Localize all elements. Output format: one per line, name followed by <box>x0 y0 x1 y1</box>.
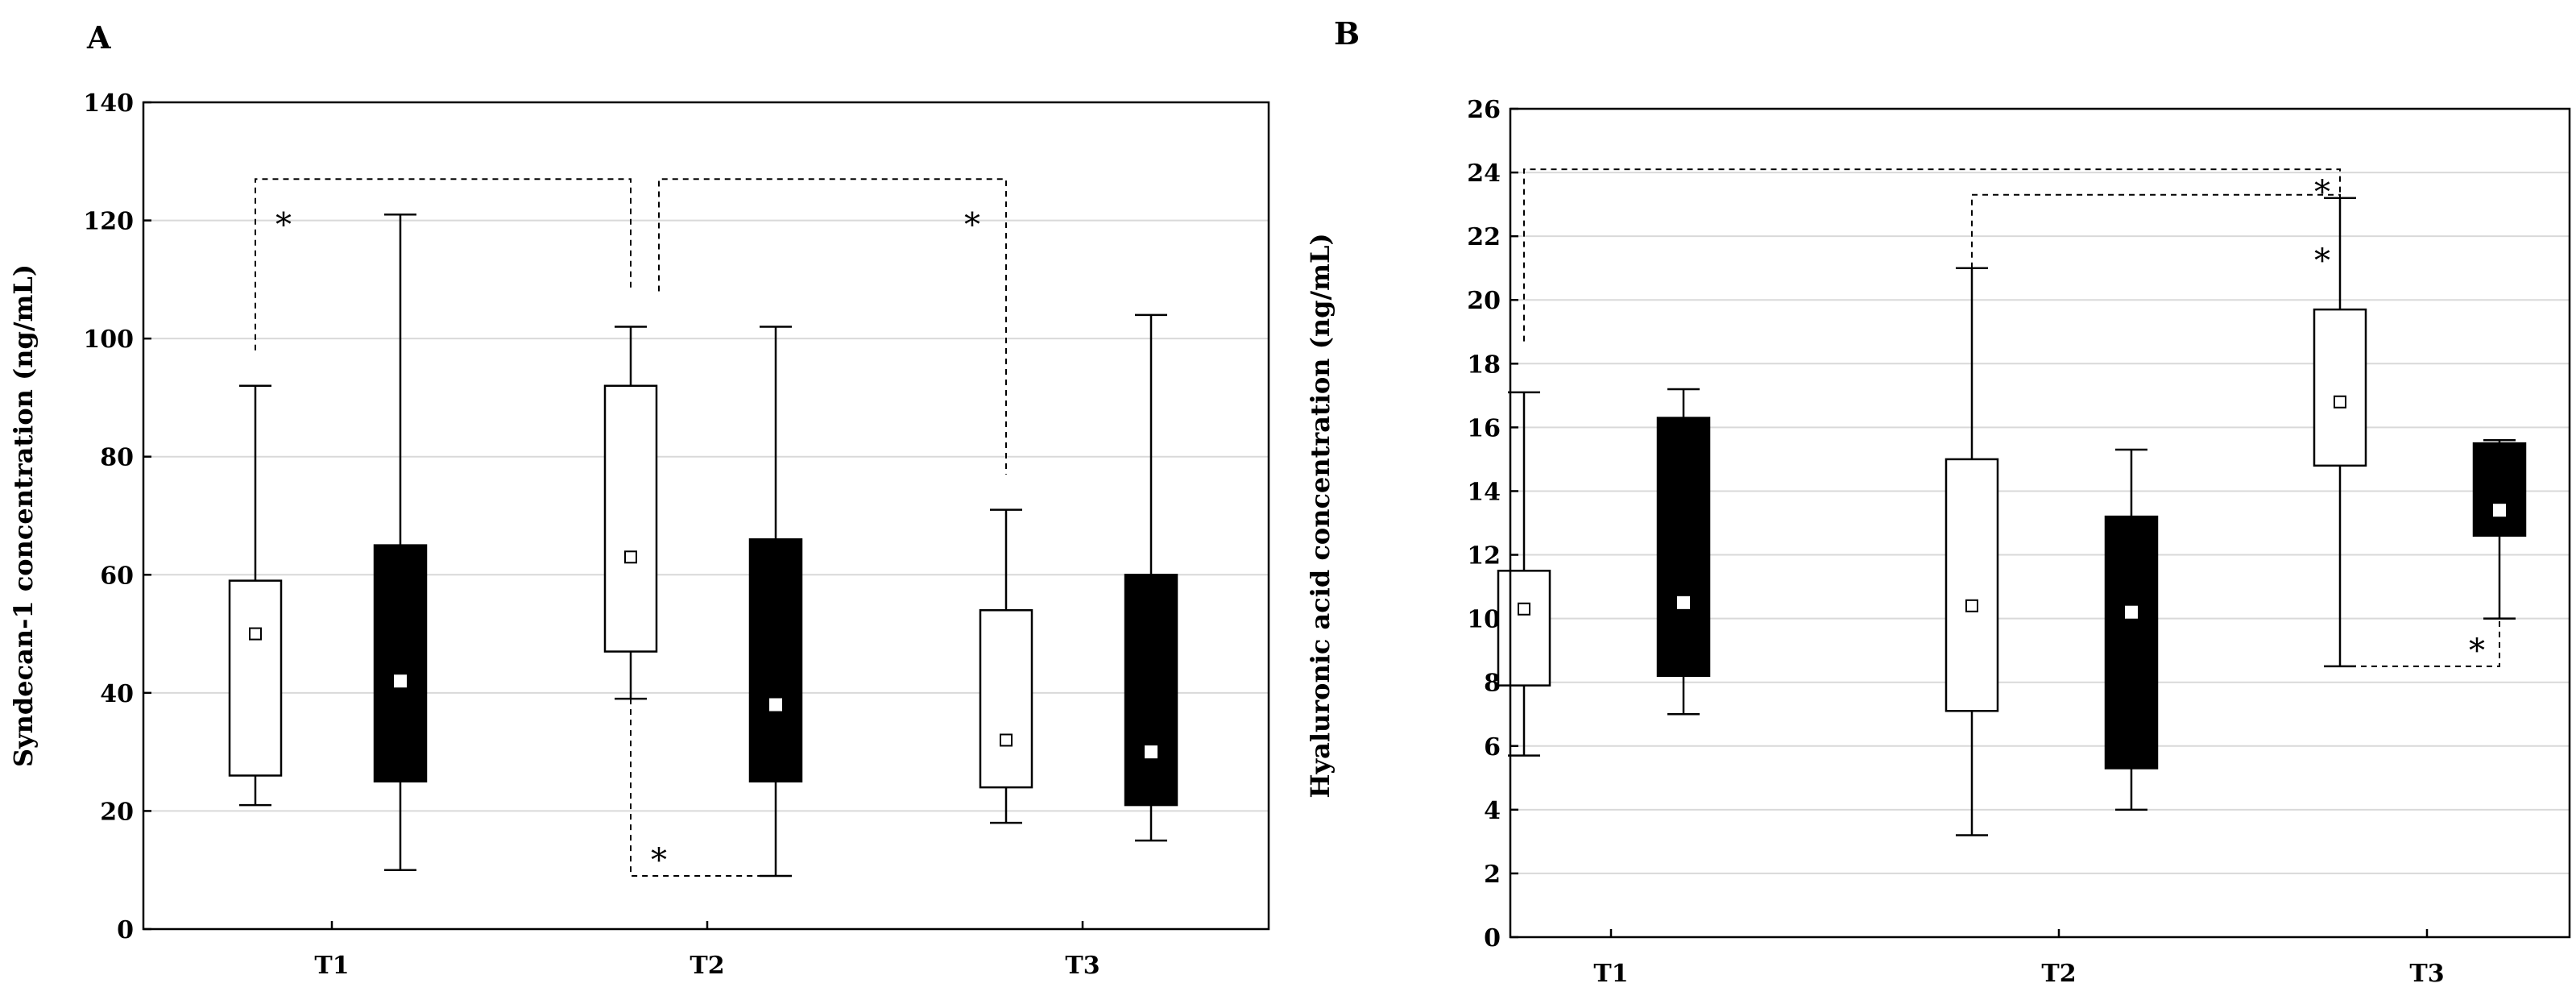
median-marker <box>2493 504 2506 517</box>
median-marker <box>769 698 782 712</box>
plot-frame <box>1509 107 2571 939</box>
y-tick-label: 20 <box>100 798 134 826</box>
y-tick-label: 100 <box>83 326 134 354</box>
box-black-T3 <box>2472 442 2527 537</box>
y-tick-label: 120 <box>83 208 134 236</box>
y-tick-label: 8 <box>1484 670 1501 698</box>
box-black-T1 <box>1656 417 1711 678</box>
median-marker <box>1145 745 1158 759</box>
x-tick-label: T3 <box>1065 952 1100 980</box>
median-marker <box>1000 733 1013 747</box>
y-tick-label: 140 <box>83 89 134 118</box>
median-marker <box>2125 605 2138 619</box>
y-tick-label: 60 <box>100 562 134 590</box>
significance-bracket <box>2340 618 2500 667</box>
significance-bracket <box>630 699 776 878</box>
box-black-T3 <box>1124 574 1178 807</box>
panel-label: A <box>86 19 111 56</box>
panel-label: B <box>1334 15 1360 52</box>
significance-bracket <box>1971 193 2341 268</box>
y-tick-label: 20 <box>1467 287 1501 315</box>
significance-star: * <box>275 206 292 243</box>
y-tick-label: 12 <box>1467 542 1501 571</box>
significance-star: * <box>2469 633 2485 670</box>
y-tick-label: 0 <box>117 916 134 944</box>
median-marker <box>249 627 262 641</box>
significance-bracket <box>1523 168 2341 342</box>
significance-star: * <box>964 206 980 243</box>
box-white-T1 <box>1497 570 1551 687</box>
significance-star: * <box>651 842 667 879</box>
box-black-T1 <box>373 544 428 783</box>
x-tick-label: T2 <box>2041 960 2076 988</box>
box-white-T2 <box>603 384 658 653</box>
y-tick-label: 14 <box>1467 478 1501 506</box>
plot-frame <box>142 101 1270 931</box>
x-tick-label: T1 <box>1593 960 1628 988</box>
x-tick-label: T1 <box>314 952 349 980</box>
box-black-T2 <box>2104 515 2159 770</box>
median-marker <box>394 674 407 688</box>
median-marker <box>1677 595 1690 609</box>
y-tick-label: 16 <box>1467 414 1501 442</box>
median-marker <box>1518 602 1530 616</box>
significance-star: * <box>2314 174 2330 211</box>
box-white-T2 <box>1944 458 1999 712</box>
y-tick-label: 0 <box>1484 924 1501 952</box>
y-tick-label: 18 <box>1467 351 1501 379</box>
y-tick-label: 80 <box>100 444 134 472</box>
x-tick-label: T2 <box>690 952 724 980</box>
y-axis-title: Syndecan-1 concentration (ng/mL) <box>8 264 39 767</box>
y-tick-label: 10 <box>1467 606 1501 634</box>
median-marker <box>1965 599 1978 612</box>
significance-star: * <box>2314 243 2330 280</box>
box-white-T1 <box>228 579 283 777</box>
median-marker <box>2334 395 2346 409</box>
y-tick-label: 2 <box>1484 861 1501 889</box>
significance-bracket <box>658 178 1007 475</box>
y-tick-label: 40 <box>100 680 134 708</box>
median-marker <box>624 550 637 564</box>
y-tick-label: 22 <box>1467 223 1501 251</box>
box-white-T3 <box>979 609 1033 789</box>
y-tick-label: 6 <box>1484 733 1501 761</box>
y-tick-label: 26 <box>1467 96 1501 124</box>
significance-bracket <box>255 178 632 351</box>
panel-A: A 0 20 40 60 80 100 120 140 Syndecan-1 concentrat… <box>8 19 1270 980</box>
y-tick-label: 4 <box>1484 797 1501 825</box>
x-tick-label: T3 <box>2409 960 2444 988</box>
box-black-T2 <box>748 538 803 783</box>
box-white-T3 <box>2313 308 2367 467</box>
y-axis-title: Hyaluronic acid concentration (ng/mL) <box>1305 233 1336 798</box>
y-tick-label: 24 <box>1467 160 1501 188</box>
